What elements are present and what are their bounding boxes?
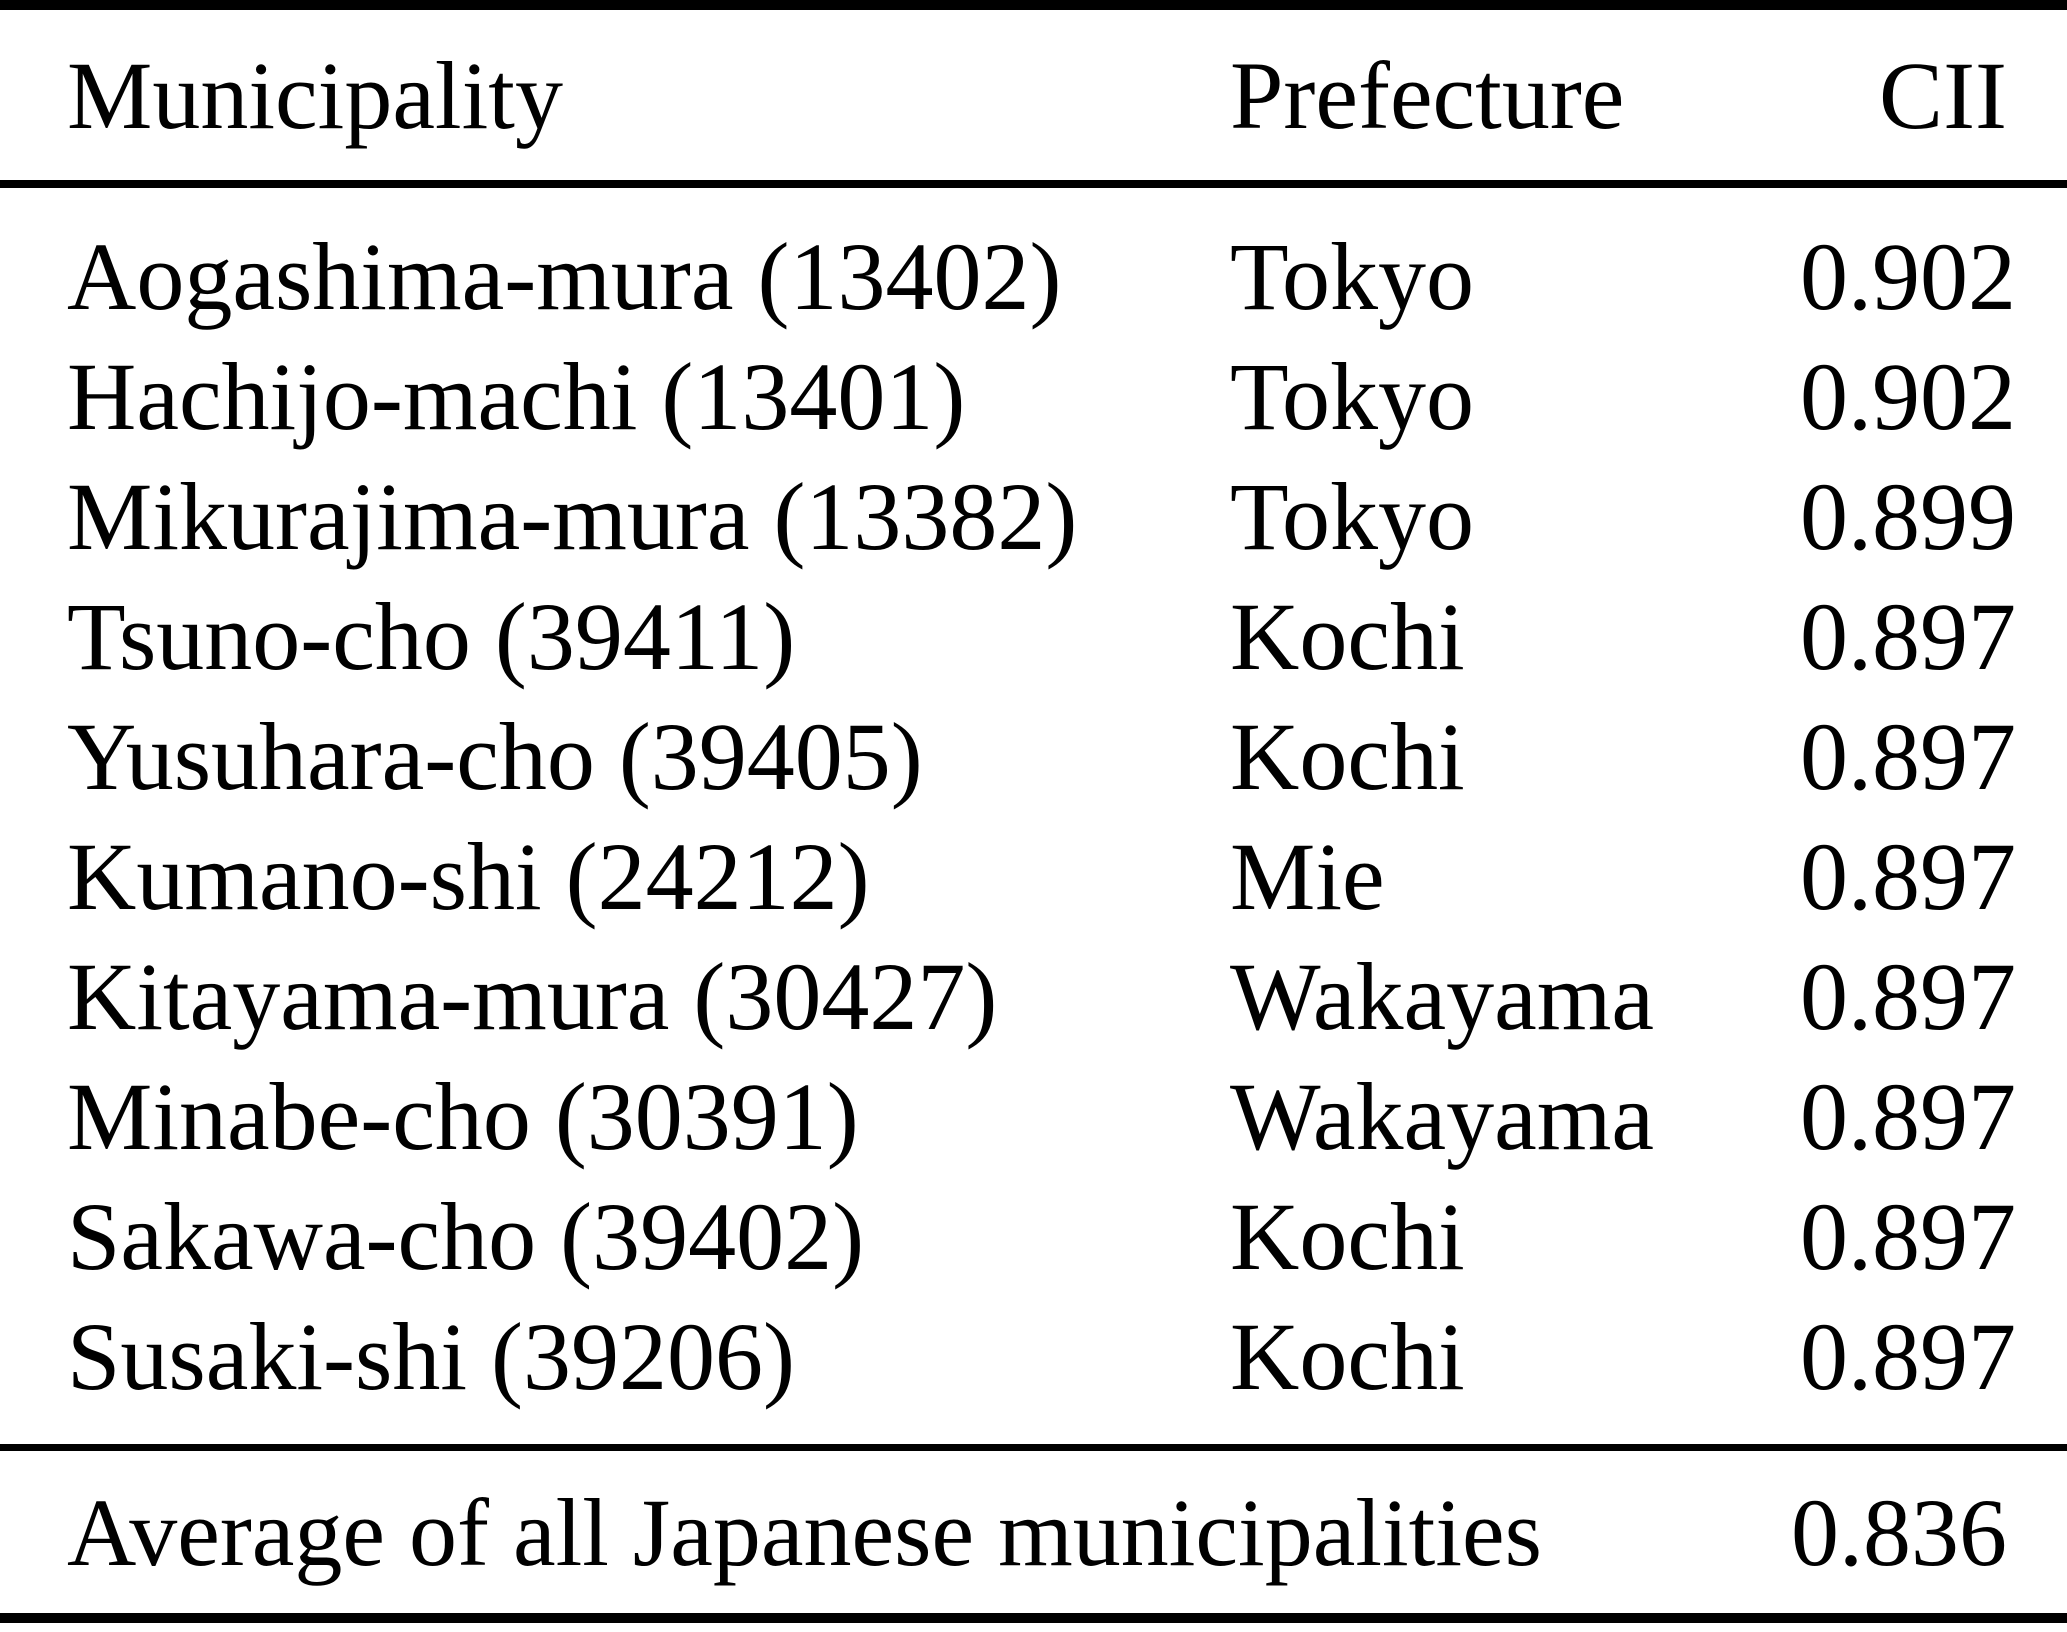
table-row: Minabe-cho (30391) Wakayama 0.897 (0, 1056, 2067, 1176)
municipality-cell: Kumano-shi (24212) (67, 822, 870, 930)
prefecture-cell: Tokyo (1230, 342, 1474, 450)
table-row: Aogashima-mura (13402) Tokyo 0.902 (0, 216, 2067, 336)
cii-cell: 0.897 (1800, 1182, 2016, 1290)
prefecture-cell: Mie (1230, 822, 1385, 930)
prefecture-cell: Kochi (1230, 1182, 1465, 1290)
cii-cell: 0.899 (1800, 462, 2016, 570)
municipality-cell: Aogashima-mura (13402) (67, 222, 1062, 330)
municipality-cell: Susaki-shi (39206) (67, 1302, 795, 1410)
municipality-cell: Minabe-cho (30391) (67, 1062, 859, 1170)
table-body: Aogashima-mura (13402) Tokyo 0.902 Hachi… (0, 188, 2067, 1444)
cii-cell: 0.897 (1800, 1302, 2016, 1410)
column-header-prefecture: Prefecture (1230, 41, 1625, 149)
cii-cell: 0.902 (1800, 222, 2016, 330)
municipality-cell: Yusuhara-cho (39405) (67, 702, 923, 810)
footer-cii-value: 0.836 (1791, 1478, 2007, 1586)
footer-label: Average of all Japanese municipalities (67, 1478, 1542, 1586)
prefecture-cell: Wakayama (1230, 942, 1655, 1050)
table-row: Mikurajima-mura (13382) Tokyo 0.899 (0, 456, 2067, 576)
prefecture-cell: Kochi (1230, 1302, 1465, 1410)
table-row: Yusuhara-cho (39405) Kochi 0.897 (0, 696, 2067, 816)
table-header-row: Municipality Prefecture CII (0, 10, 2067, 180)
cii-cell: 0.897 (1800, 942, 2016, 1050)
cii-cell: 0.897 (1800, 1062, 2016, 1170)
table-row: Kitayama-mura (30427) Wakayama 0.897 (0, 936, 2067, 1056)
prefecture-cell: Tokyo (1230, 462, 1474, 570)
column-header-cii: CII (1879, 41, 2007, 149)
prefecture-cell: Tokyo (1230, 222, 1474, 330)
table-row: Tsuno-cho (39411) Kochi 0.897 (0, 576, 2067, 696)
table-footer-row: Average of all Japanese municipalities 0… (0, 1451, 2067, 1613)
municipality-cell: Mikurajima-mura (13382) (67, 462, 1078, 570)
prefecture-cell: Wakayama (1230, 1062, 1655, 1170)
table-row: Susaki-shi (39206) Kochi 0.897 (0, 1296, 2067, 1416)
table-bottom-rule (0, 1613, 2067, 1623)
table-row: Kumano-shi (24212) Mie 0.897 (0, 816, 2067, 936)
municipality-cell: Tsuno-cho (39411) (67, 582, 796, 690)
cii-cell: 0.897 (1800, 582, 2016, 690)
municipality-cell: Hachijo-machi (13401) (67, 342, 966, 450)
column-header-municipality: Municipality (67, 41, 563, 149)
table-row: Hachijo-machi (13401) Tokyo 0.902 (0, 336, 2067, 456)
cii-cell: 0.897 (1800, 822, 2016, 930)
table-footer-rule (0, 1444, 2067, 1451)
municipality-cell: Kitayama-mura (30427) (67, 942, 998, 1050)
table-top-rule (0, 0, 2067, 10)
municipality-cell: Sakawa-cho (39402) (67, 1182, 865, 1290)
cii-cell: 0.897 (1800, 702, 2016, 810)
cii-cell: 0.902 (1800, 342, 2016, 450)
table-header-rule (0, 180, 2067, 188)
prefecture-cell: Kochi (1230, 702, 1465, 810)
prefecture-cell: Kochi (1230, 582, 1465, 690)
table-row: Sakawa-cho (39402) Kochi 0.897 (0, 1176, 2067, 1296)
